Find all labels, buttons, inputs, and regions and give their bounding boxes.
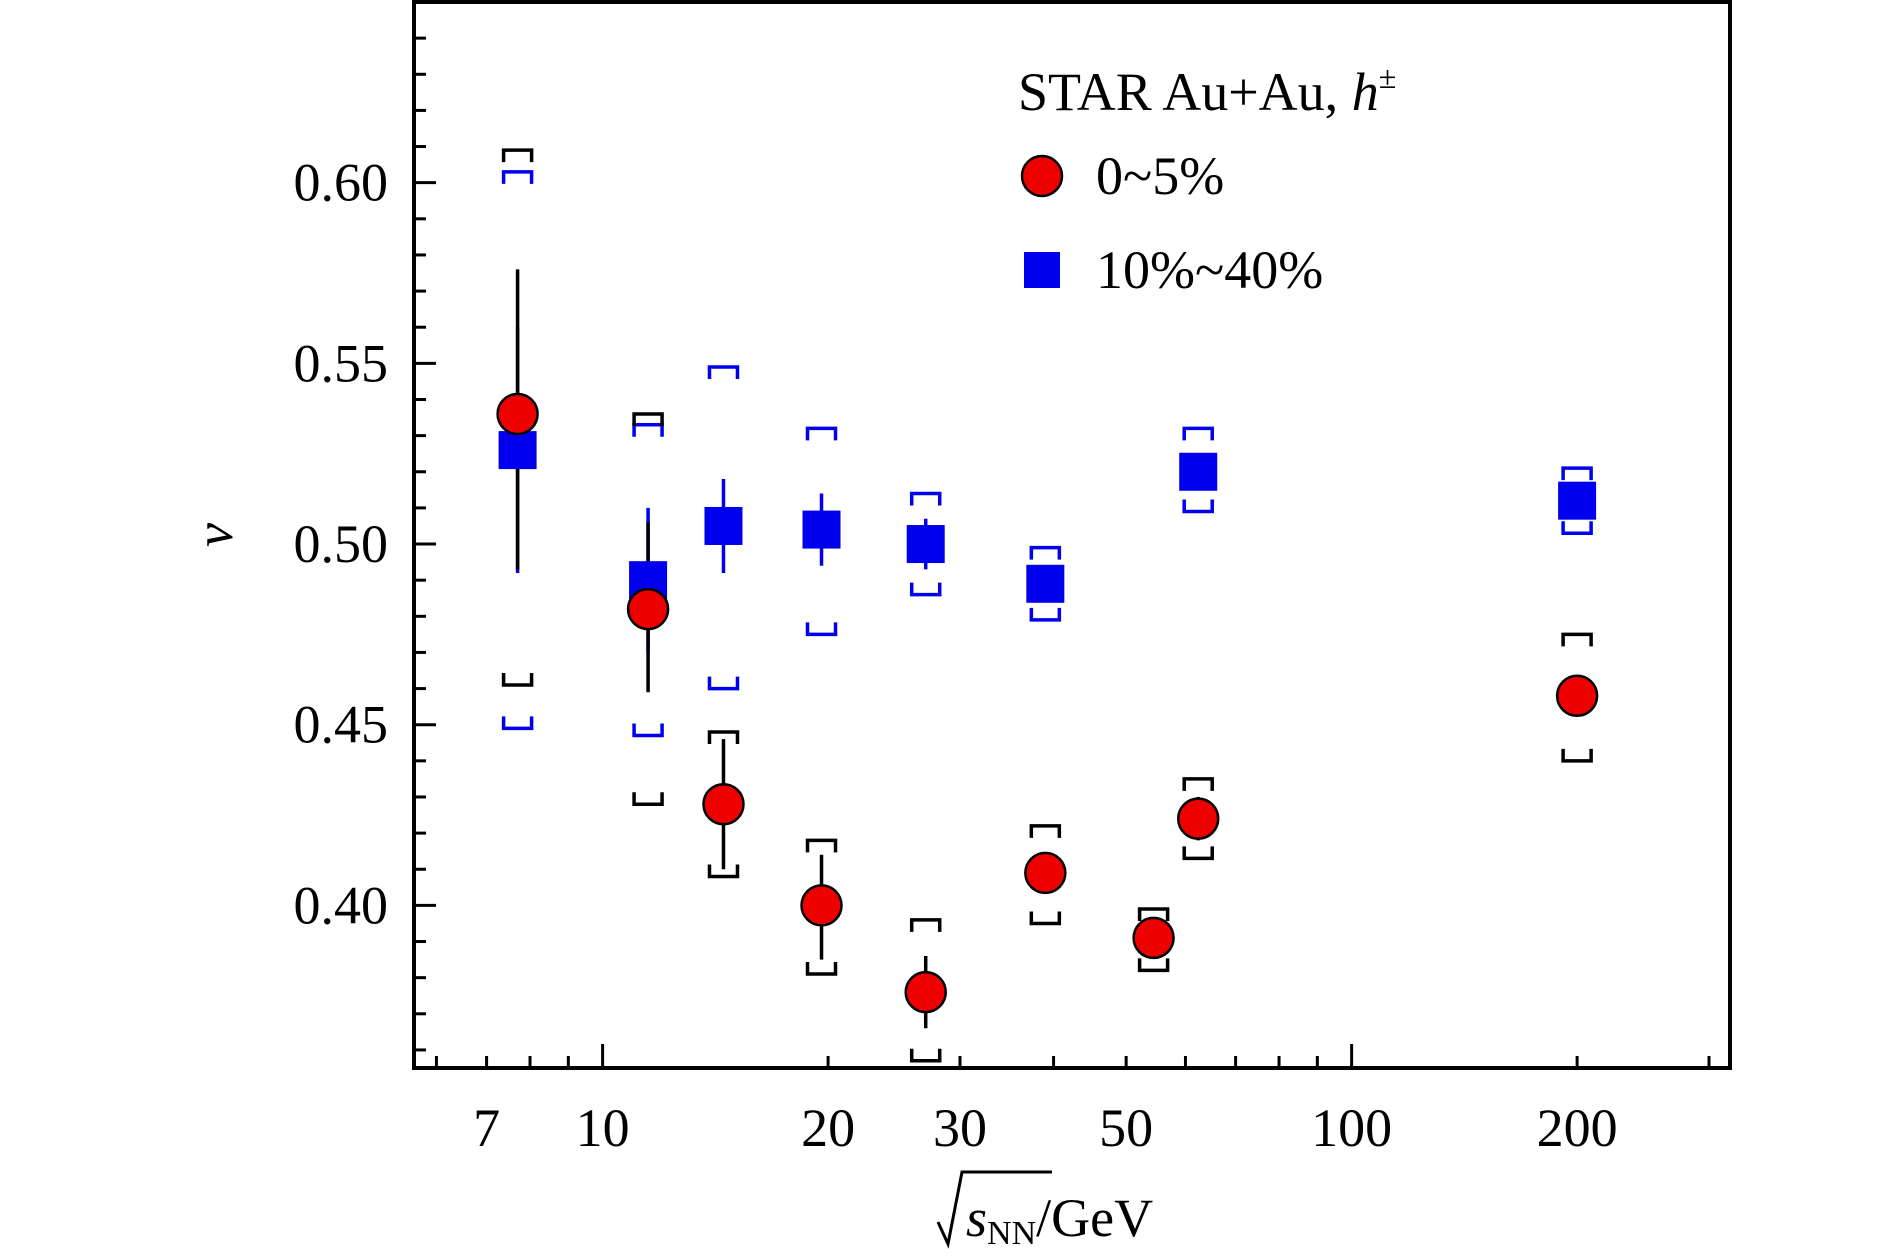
midcentral-point-sys-lower (1029, 607, 1062, 622)
legend-label-1: 10%~40% (1096, 240, 1323, 300)
midcentral-point-sys-upper (707, 365, 740, 379)
central-point-sys-lower (1029, 911, 1062, 926)
midcentral-point-sys-lower (1182, 499, 1214, 514)
data-point-10-40pct (1179, 452, 1218, 491)
legend-label-0: 0~5% (1096, 146, 1224, 206)
central-point-sys-lower (1137, 958, 1170, 973)
data-point-0-5pct (904, 970, 947, 1014)
central-point-sys-lower (909, 1048, 942, 1063)
central-point-sys-upper (707, 730, 740, 744)
y-tick-label: 0.55 (294, 333, 389, 393)
midcentral-point-sys-lower (909, 582, 942, 597)
midcentral-point-sys-lower (632, 723, 664, 738)
midcentral-point-sys-upper (501, 170, 534, 184)
data-point-0-5pct (800, 884, 843, 927)
x-tick-label: 30 (933, 1098, 987, 1158)
y-tick-label: 0.40 (294, 875, 389, 935)
central-point-sys-lower (501, 672, 534, 687)
x-tick-label: 7 (473, 1098, 500, 1158)
legend-title-particle: h (1352, 62, 1379, 122)
midcentral-point-sys-upper (1182, 426, 1214, 441)
x-tick-label: 200 (1537, 1098, 1618, 1158)
x-axis-ticks: 7 10 20 30 50 100 200 (434, 1044, 1711, 1158)
midcentral-point-sys-upper (632, 423, 664, 437)
data-point-0-5pct (626, 587, 670, 631)
midcentral-point-sys-lower (501, 716, 534, 731)
x-axis-title: sNN/GeV (936, 1170, 1153, 1252)
data-point-0-5pct (496, 392, 539, 436)
sqrt-symbol (936, 1170, 1052, 1249)
data-point-10-40pct (1558, 481, 1597, 520)
midcentral-point-sys-lower (805, 622, 838, 637)
central-point-sys-lower (805, 962, 838, 976)
svg-text:sNN/GeV: sNN/GeV (966, 1188, 1153, 1252)
data-point-0-5pct (1176, 797, 1220, 840)
midcentral-point-sys-upper (1561, 466, 1593, 481)
legend-marker-square (1024, 252, 1060, 288)
central-point-sys-upper (805, 838, 838, 853)
central-point-sys-upper (632, 412, 664, 426)
midcentral-point-sys-upper (1029, 545, 1062, 560)
central-point-sys-lower (632, 792, 664, 806)
x-tick-label: 20 (801, 1098, 855, 1158)
legend-title-charge: ± (1379, 59, 1397, 95)
x-axis-title-sub: NN (987, 1215, 1036, 1252)
data-point-10-40pct (1026, 564, 1065, 603)
central-point-sys-lower (707, 864, 740, 879)
data-point-10-40pct (906, 525, 945, 564)
midcentral-point-sys-lower (1561, 521, 1593, 535)
central-point-sys-upper (909, 918, 942, 932)
data-point-0-5pct (1555, 674, 1599, 718)
central-point-sys-upper (1182, 777, 1214, 791)
central-point-sys-upper (1029, 824, 1062, 838)
data-point-0-5pct (1132, 916, 1175, 960)
central-point-sys-upper (1561, 632, 1593, 647)
data-point-10-40pct (704, 506, 743, 545)
central-point-sys-lower (1561, 748, 1593, 763)
y-axis-title: ν (184, 523, 244, 547)
central-point-sys-lower (1182, 846, 1214, 861)
legend-title: STAR Au+Au, h± (1018, 59, 1396, 122)
data-point-10-40pct (498, 431, 537, 470)
x-tick-label: 100 (1311, 1098, 1392, 1158)
legend: STAR Au+Au, h± 0~5% 10%~40% (1018, 59, 1396, 300)
midcentral-point-sys-upper (909, 491, 942, 506)
x-tick-label: 50 (1099, 1098, 1153, 1158)
legend-marker-circle (1020, 154, 1064, 198)
x-tick-label: 10 (576, 1098, 630, 1158)
y-tick-label: 0.60 (294, 153, 389, 213)
central-point-sys-upper (1137, 907, 1170, 922)
data-point-0-5pct (1024, 851, 1067, 895)
data-point-10-40pct (802, 510, 841, 549)
y-tick-label: 0.50 (294, 514, 389, 574)
chart-marks (496, 148, 1599, 1063)
data-point-0-5pct (702, 782, 745, 826)
x-axis-title-s: s (966, 1188, 987, 1248)
y-axis-ticks: 0.40 0.45 0.50 0.55 0.60 (294, 0, 436, 1052)
x-axis-title-suffix: /GeV (1036, 1188, 1153, 1248)
y-tick-label: 0.45 (294, 695, 389, 755)
plot-frame (412, 0, 1732, 1070)
midcentral-point-sys-lower (707, 676, 740, 691)
midcentral-point-sys-upper (805, 426, 838, 441)
central-point-sys-upper (501, 148, 534, 163)
